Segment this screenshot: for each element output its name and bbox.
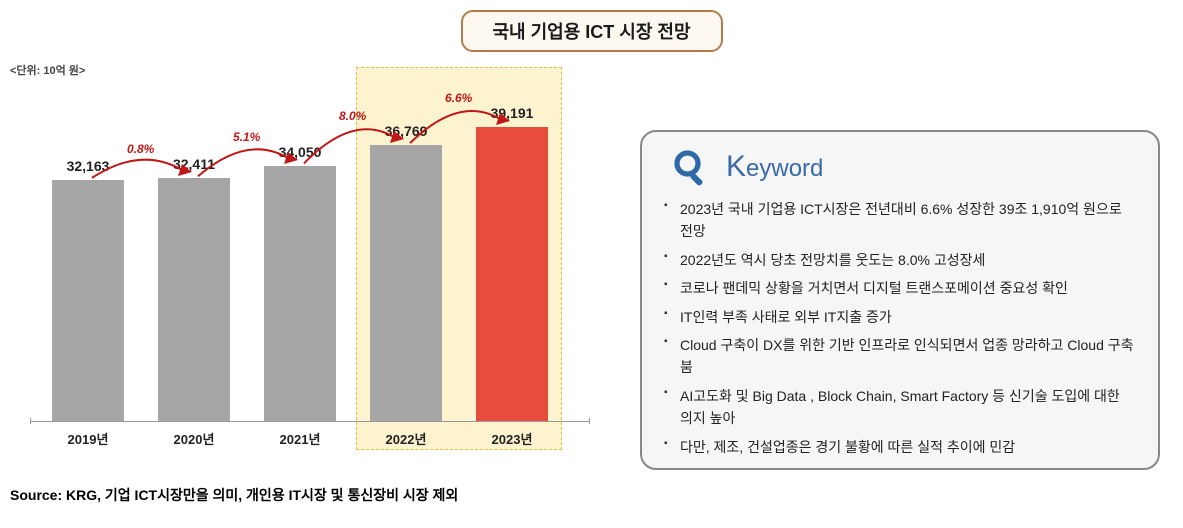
chart-x-label: 2019년 (48, 429, 128, 448)
chart-bar: 39,191 (476, 127, 548, 421)
magnify-icon (670, 146, 712, 188)
keyword-item: 2023년 국내 기업용 ICT시장은 전년대비 6.6% 성장한 39조 1,… (664, 198, 1136, 243)
chart-bar-value: 36,769 (370, 123, 442, 139)
keyword-item: IT인력 부족 사태로 외부 IT지출 증가 (664, 306, 1136, 328)
chart-x-axis (30, 421, 590, 422)
chart-bar-value: 32,163 (52, 158, 124, 174)
keyword-panel: Keyword 2023년 국내 기업용 ICT시장은 전년대비 6.6% 성장… (640, 130, 1160, 470)
keyword-item: 코로나 팬데믹 상황을 거치면서 디지털 트랜스포메이션 중요성 확인 (664, 277, 1136, 299)
chart-x-label: 2023년 (472, 429, 552, 448)
chart-bar: 32,163 (52, 180, 124, 421)
chart-x-label: 2021년 (260, 429, 340, 448)
keyword-item: AI고도화 및 Big Data , Block Chain, Smart Fa… (664, 385, 1136, 430)
growth-label: 6.6% (445, 91, 472, 105)
page-title-badge: 국내 기업용 ICT 시장 전망 (460, 10, 722, 52)
unit-label: <단위: 10억 원> (10, 62, 85, 78)
bar-chart: 32,163 32,411 34,050 36,769 39,191 0.8% 5.1% 8… (30, 90, 590, 450)
keyword-header: Keyword (664, 146, 1136, 188)
chart-bar: 34,050 (264, 166, 336, 421)
keyword-title-rest: eyword (746, 155, 823, 182)
keyword-item: Cloud 구축이 DX를 위한 기반 인프라로 인식되면서 업종 망라하고 C… (664, 334, 1136, 379)
chart-bar-value: 32,411 (158, 156, 230, 172)
chart-bar-value: 34,050 (264, 144, 336, 160)
keyword-item: 2022년도 역시 당초 전망치를 웃도는 8.0% 고성장세 (664, 249, 1136, 271)
growth-label: 0.8% (127, 142, 154, 156)
chart-bar-value: 39,191 (476, 105, 548, 121)
growth-label: 5.1% (233, 130, 260, 144)
chart-x-label: 2020년 (154, 429, 234, 448)
chart-bar: 36,769 (370, 145, 442, 421)
keyword-item: 다만, 제조, 건설업종은 경기 불황에 따른 실적 추이에 민감 (664, 436, 1136, 458)
keyword-title: Keyword (726, 150, 823, 184)
chart-bar: 32,411 (158, 178, 230, 421)
chart-source: Source: KRG, 기업 ICT시장만을 의미, 개인용 IT시장 및 통… (10, 485, 458, 505)
keyword-list: 2023년 국내 기업용 ICT시장은 전년대비 6.6% 성장한 39조 1,… (664, 198, 1136, 458)
chart-x-label: 2022년 (366, 429, 446, 448)
page-title: 국내 기업용 ICT 시장 전망 (492, 22, 690, 42)
growth-label: 8.0% (339, 109, 366, 123)
